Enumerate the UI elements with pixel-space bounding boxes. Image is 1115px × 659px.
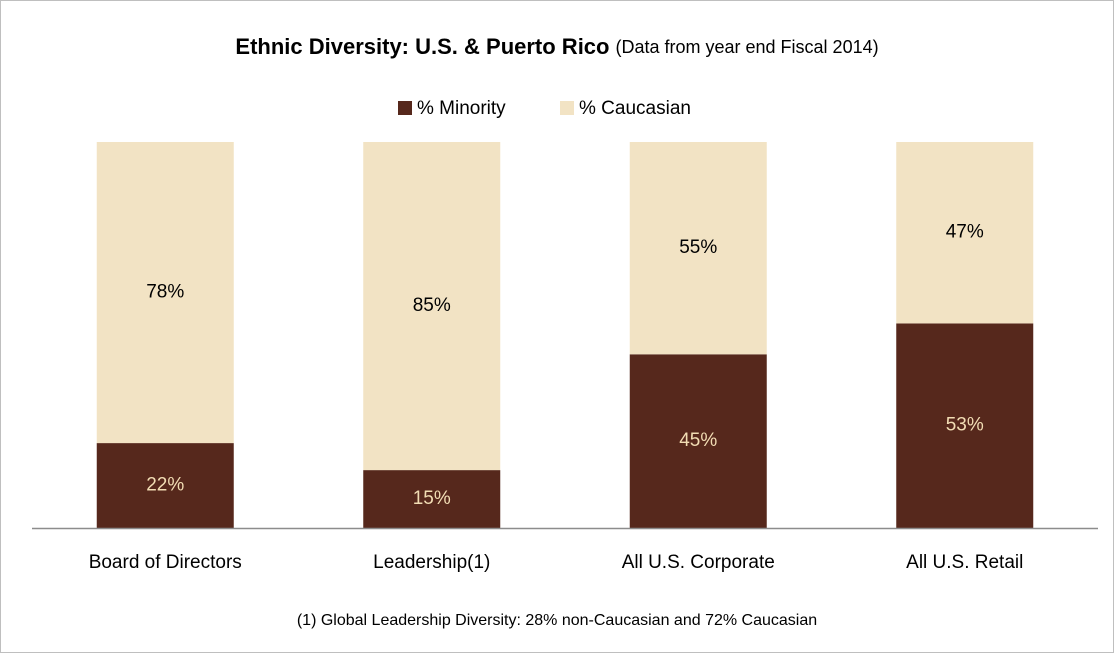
x-tick-label: Board of Directors — [89, 552, 242, 573]
legend-label: % Caucasian — [579, 98, 691, 119]
x-tick-label: Leadership(1) — [373, 552, 490, 573]
bar-segment — [96, 443, 234, 528]
legend-swatch — [560, 101, 574, 115]
data-label: 45% — [679, 430, 717, 451]
data-label: 78% — [146, 282, 184, 303]
legend-swatch — [398, 101, 412, 115]
data-label: 55% — [679, 237, 717, 258]
data-label: 22% — [146, 475, 184, 496]
chart-subtitle: (Data from year end Fiscal 2014) — [615, 37, 878, 57]
bar-segment — [629, 142, 767, 355]
footnote: (1) Global Leadership Diversity: 28% non… — [297, 612, 817, 629]
x-tick-label: All U.S. Retail — [906, 552, 1023, 573]
data-label: 47% — [946, 222, 984, 243]
data-label: 85% — [413, 295, 451, 316]
x-tick-label: All U.S. Corporate — [622, 552, 775, 573]
data-label: 15% — [413, 488, 451, 509]
bar-segment — [96, 142, 234, 444]
legend-label: % Minority — [417, 98, 506, 119]
bar-segment — [629, 354, 767, 528]
bar-segment — [363, 142, 501, 471]
data-label: 53% — [946, 415, 984, 436]
chart-title: Ethnic Diversity: U.S. & Puerto Rico — [235, 34, 609, 59]
bar-segment — [363, 470, 501, 528]
bar-segment — [896, 142, 1034, 324]
chart-heading: Ethnic Diversity: U.S. & Puerto Rico (Dat… — [235, 34, 878, 59]
bar-segment — [896, 323, 1034, 528]
